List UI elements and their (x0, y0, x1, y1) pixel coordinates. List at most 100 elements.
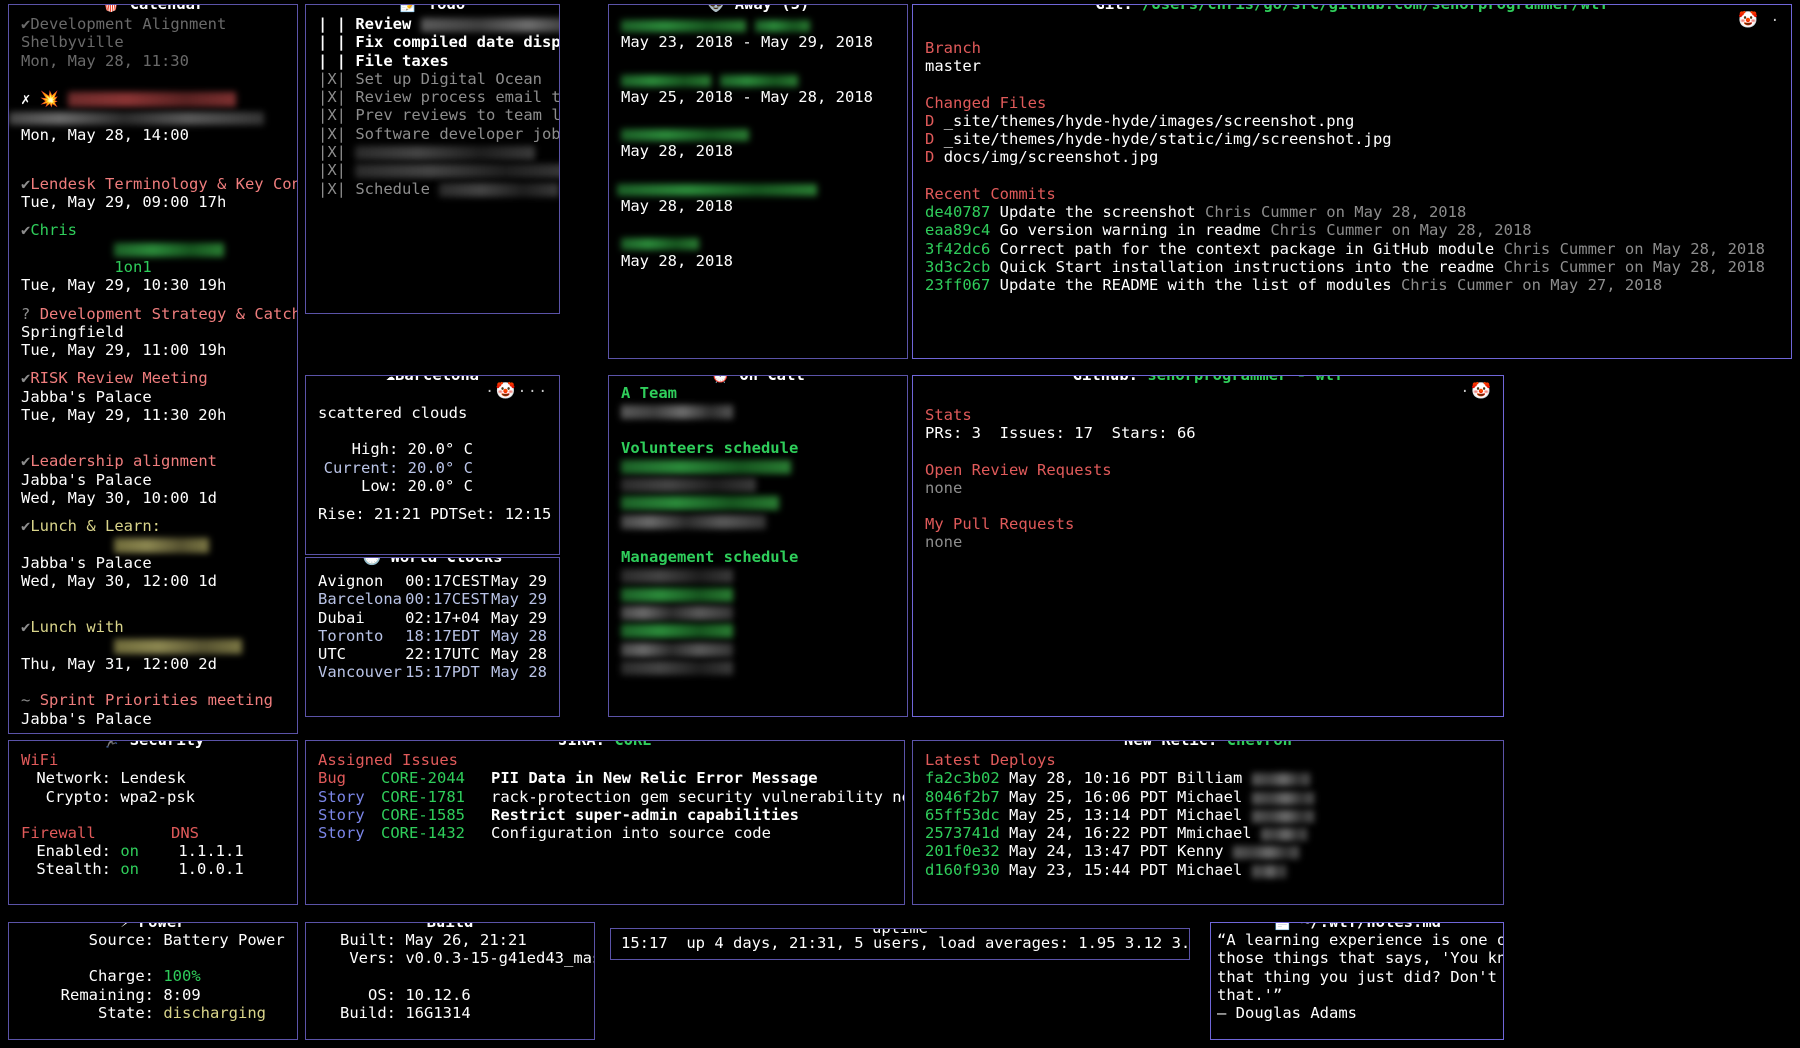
github-stats-value: PRs: 3 Issues: 17 Stars: 66 (925, 424, 1196, 443)
list-item[interactable]: | | Review (318, 15, 559, 33)
build-os-value: 10.12.6 (405, 985, 471, 1004)
list-item[interactable]: May 28, 2018 (621, 233, 895, 270)
refresh-indicator: 🤡 · (1738, 10, 1781, 29)
build-built-value: May 26, 21:21 (405, 931, 527, 949)
list-item[interactable]: | | File taxes (318, 52, 547, 70)
deploy-sha: 201f0e32 (925, 842, 1000, 861)
away-dates: May 25, 2018 - May 28, 2018 (621, 87, 873, 106)
list-item[interactable]: |X| Review process email to team (318, 88, 559, 106)
table-row[interactable]: Bug CORE-2044 PII Data in New Relic Error … (318, 769, 892, 787)
calendar-event[interactable]: ✔Leadership alignment Jabba's Palace Wed… (21, 452, 285, 507)
redacted-text (621, 129, 749, 142)
event-location: Jabba's Palace (21, 387, 152, 406)
oncall-group-heading: Management schedule (621, 548, 799, 567)
table-row[interactable]: Story CORE-1432 Configuration into source … (318, 824, 892, 842)
redacted-text (621, 642, 733, 657)
panel-todo[interactable]: 📝 Todo | | Review | | Fix compiled date … (305, 4, 560, 314)
sunrise-label: Rise: (318, 505, 365, 524)
event-when: Wed, May 30, 10:00 1d (21, 488, 217, 507)
build-number-value: 16G1314 (405, 1003, 471, 1022)
list-item[interactable]: |X| (318, 161, 559, 179)
deploy-when: May 23, 15:44 PDT (1009, 860, 1168, 879)
commit-row[interactable]: 3f42dc6 Correct path for the context pac… (925, 240, 1779, 258)
table-row[interactable]: 65ff53dc May 25, 13:14 PDT Michael (925, 806, 1491, 824)
calendar-event[interactable]: ✔RISK Review Meeting Jabba's Palace Tue,… (21, 369, 285, 424)
list-item[interactable]: May 25, 2018 - May 28, 2018 (621, 70, 895, 107)
list-item[interactable]: May 23, 2018 - May 29, 2018 (621, 15, 895, 52)
event-title: Lunch with (30, 618, 124, 637)
table-row[interactable]: 8046f2b7 May 25, 16:06 PDT Michael (925, 788, 1491, 806)
panel-git[interactable]: Git: /Users/chris/go/src/github.com/seno… (912, 4, 1792, 359)
panel-on-call[interactable]: ⏰ On Call A Team Volunteers schedule Man… (608, 375, 908, 717)
todo-label: Schedule (355, 179, 430, 198)
issue-key: CORE-1585 (381, 805, 465, 824)
table-row[interactable]: Story CORE-1781 rack-protection gem securi… (318, 788, 904, 806)
table-row[interactable]: 2573741d May 24, 16:22 PDT Mmichael (925, 824, 1491, 842)
panel-build[interactable]: Build Built: May 26, 21:21 Vers: v0.0.3-… (305, 922, 595, 1040)
redacted-text (1260, 828, 1307, 842)
redacted-text (1251, 809, 1314, 823)
list-item[interactable]: | | Fix compiled date display bug (318, 33, 559, 51)
weather-label: Current: (323, 458, 399, 477)
commit-row[interactable]: 3d3c2cb Quick Start installation instruc… (925, 258, 1779, 276)
list-item[interactable]: May 28, 2018 (617, 179, 895, 216)
calendar-event[interactable]: ✗ 💥 Mon, May 28, 14:00 (9, 89, 285, 145)
commit-author: Chris Cummer on May 28, 2018 (1270, 221, 1532, 240)
panel-new-relic[interactable]: New Relic: Chevron Latest Deploys fa2c3b… (912, 740, 1504, 905)
commit-row[interactable]: de40787 Update the screenshot Chris Cumm… (925, 203, 1779, 221)
redacted-text (621, 20, 746, 32)
calendar-event[interactable]: ✔Lunch & Learn: Jabba's Palace Wed, May … (21, 517, 285, 590)
panel-uptime[interactable]: uptime 15:17 up 4 days, 21:31, 5 users, … (610, 928, 1190, 960)
panel-weather[interactable]: ☁Barcelona ·🤡··· scattered clouds High: … (305, 375, 560, 555)
panel-away[interactable]: 👽 Away (5) May 23, 2018 - May 29, 2018 M… (608, 4, 908, 359)
redacted-text (621, 660, 733, 675)
commit-row[interactable]: 23ff067 Update the README with the list … (925, 276, 1779, 294)
calendar-event[interactable]: ~ Sprint Priorities meeting Jabba's Pala… (21, 691, 285, 728)
calendar-event[interactable]: ✔Lendesk Terminology & Key Conc Tue, May… (21, 175, 297, 212)
redacted-text (621, 605, 733, 620)
power-charge-label: Charge: (88, 967, 154, 986)
list-item[interactable]: |X| Schedule (318, 179, 559, 198)
table-row[interactable]: fa2c3b02 May 28, 10:16 PDT Billiam (925, 769, 1491, 787)
event-when: Tue, May 29, 10:30 19h (21, 276, 227, 295)
list-item[interactable]: |X| Software developer job desc (318, 125, 559, 143)
table-row[interactable]: 201f0e32 May 24, 13:47 PDT Kenny (925, 842, 1491, 860)
redacted-text (9, 112, 264, 126)
commit-message: Quick Start installation instructions in… (999, 257, 1495, 276)
panel-power[interactable]: ⚡ Power Source: Battery Power Charge: 10… (8, 922, 298, 1040)
redacted-text (114, 537, 210, 553)
panel-security[interactable]: 🏃 Security WiFi Network: Lendesk Crypto:… (8, 740, 298, 905)
panel-calendar[interactable]: 🍿 Calendar ✔Development Alignment Shelby… (8, 4, 298, 734)
redacted-text (621, 587, 733, 602)
redacted-text (68, 91, 237, 107)
refresh-indicator: ·🤡 (1460, 381, 1493, 400)
calendar-event[interactable]: ✔Lunch with Thu, May 31, 12:00 2d (21, 618, 285, 673)
panel-notes[interactable]: 📄 ~/.wtf/notes.md “A learning experience… (1210, 922, 1504, 1040)
list-item[interactable]: |X| (318, 143, 547, 161)
list-item[interactable]: |X| Set up Digital Ocean (318, 70, 547, 88)
redacted-text (114, 242, 225, 257)
list-item[interactable]: May 28, 2018 (621, 124, 895, 161)
github-open-review-header: Open Review Requests (925, 460, 1112, 479)
panel-github[interactable]: Github: senorprogrammer - wtf ·🤡 Stats P… (912, 375, 1504, 717)
build-number-label: Build: (340, 1003, 396, 1022)
table-row[interactable]: Story CORE-1585 Restrict super-admin capab… (318, 806, 892, 824)
firewall-label: Enabled: (36, 842, 111, 861)
event-when: Mon, May 28, 11:30 (21, 51, 189, 70)
calendar-event[interactable]: ? Development Strategy & Catch U Springf… (21, 305, 297, 360)
power-charge-value: 100% (163, 967, 201, 986)
deploy-sha: 8046f2b7 (925, 787, 1000, 806)
collision-icon: 💥 (39, 89, 59, 108)
todo-label: Review (355, 15, 412, 33)
calendar-event[interactable]: ✔Development Alignment Shelbyville Mon, … (21, 15, 285, 70)
event-location: Shelbyville (21, 33, 124, 52)
clock-zone: +04 (451, 608, 480, 627)
redacted-text (621, 496, 779, 511)
panel-jira[interactable]: JIRA: CORE Assigned Issues Bug CORE-2044 P… (305, 740, 905, 905)
commit-row[interactable]: eaa89c4 Go version warning in readme Chr… (925, 221, 1779, 239)
panel-world-clocks[interactable]: 🕛 World Clocks Avignon 00:17 CEST May 29 Ba… (305, 557, 560, 717)
calendar-event[interactable]: ✔Chris 1on1 Tue, May 29, 10:30 19h (21, 221, 285, 294)
list-item[interactable]: |X| Prev reviews to team leads (318, 106, 559, 124)
table-row[interactable]: d160f930 May 23, 15:44 PDT Michael (925, 861, 1491, 879)
power-source-value: Battery Power (163, 931, 285, 949)
